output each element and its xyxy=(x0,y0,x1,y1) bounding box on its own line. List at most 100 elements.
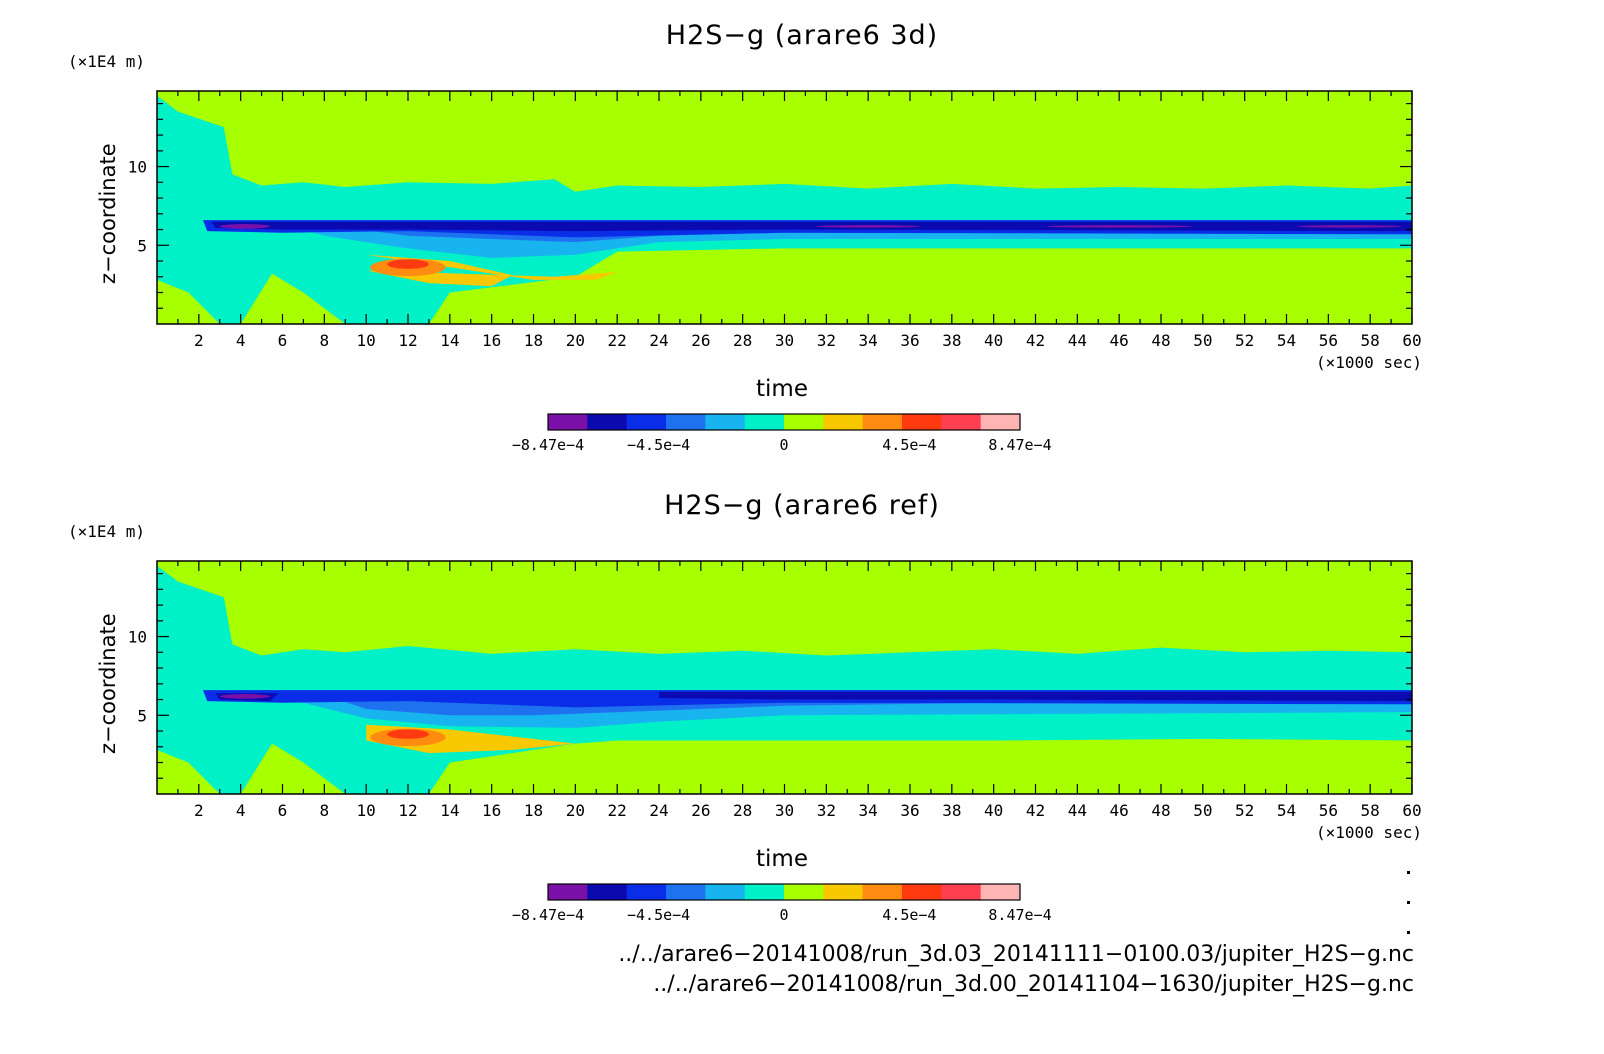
colorbar-swatch xyxy=(548,414,588,430)
heatmap-plot: 2 4 6 8 10 12 14 16 18 20 22 24 26 28 30 32 34 36 38 40 42 44… xyxy=(128,90,1422,454)
x-tick-label: 50 xyxy=(1193,801,1212,820)
x-tick-label: 24 xyxy=(649,801,668,820)
colorbar-label: 0 xyxy=(779,436,788,454)
x-tick-label: 4 xyxy=(236,801,246,820)
marker-dot xyxy=(1407,871,1410,874)
colorbar-swatch xyxy=(784,414,824,430)
colorbar-label: −4.5e−4 xyxy=(627,906,690,924)
x-tick-label: 54 xyxy=(1277,801,1296,820)
purple-core xyxy=(219,224,270,229)
x-tick-label: 44 xyxy=(1068,801,1087,820)
contour-field xyxy=(157,561,1412,794)
x-tick-label: 30 xyxy=(775,331,794,350)
colorbar-swatch xyxy=(823,884,864,900)
x-tick-label: 10 xyxy=(357,801,376,820)
colorbar-swatch xyxy=(941,884,982,900)
heatmap-plot: 2 4 6 8 10 12 14 16 18 20 22 24 26 28 30 32 34 36 38 40 42 44… xyxy=(128,560,1422,924)
red-core xyxy=(387,729,429,739)
x-tick-label: 54 xyxy=(1277,331,1296,350)
x-tick-label: 48 xyxy=(1151,331,1170,350)
colorbar-label: 0 xyxy=(779,906,788,924)
purple-core xyxy=(219,694,270,699)
colorbar-swatch xyxy=(548,884,588,900)
x-tick-label: 60 xyxy=(1402,801,1421,820)
x-tick-label: 58 xyxy=(1361,801,1380,820)
x-tick-label: 32 xyxy=(817,331,836,350)
colorbar-swatch xyxy=(784,884,824,900)
x-tick-label: 14 xyxy=(440,331,459,350)
colorbar-label: −8.47e−4 xyxy=(512,906,584,924)
colorbar-label: 4.5e−4 xyxy=(882,436,936,454)
x-tick-label: 12 xyxy=(398,801,417,820)
x-tick-label: 6 xyxy=(278,801,288,820)
x-tick-label: 52 xyxy=(1235,331,1254,350)
red-core xyxy=(387,259,429,269)
x-tick-label: 20 xyxy=(566,801,585,820)
source-file-2: ../../arare6−20141008/run_3d.00_20141104… xyxy=(653,972,1414,997)
x-tick-label: 50 xyxy=(1193,331,1212,350)
colorbar-swatch xyxy=(666,414,706,430)
x-tick-label: 60 xyxy=(1402,331,1421,350)
colorbar-label: 4.5e−4 xyxy=(882,906,936,924)
x-tick-label: 18 xyxy=(524,801,543,820)
darkblue-band xyxy=(211,221,1412,232)
colorbar-swatch xyxy=(902,884,942,900)
x-tick-label: 14 xyxy=(440,801,459,820)
x-tick-label: 20 xyxy=(566,331,585,350)
x-tick-label: 58 xyxy=(1361,331,1380,350)
colorbar-frame xyxy=(547,413,1021,431)
colorbar-label: 8.47e−4 xyxy=(988,906,1051,924)
colorbar-swatch xyxy=(902,414,942,430)
x-tick-label: 32 xyxy=(817,801,836,820)
x-tick-label: 48 xyxy=(1151,801,1170,820)
x-tick-label: 30 xyxy=(775,801,794,820)
x-tick-label: 6 xyxy=(278,331,288,350)
colorbar-label: 8.47e−4 xyxy=(988,436,1051,454)
colorbar: −8.47e−4 −4.5e−4 0 4.5e−4 8.47e−4 xyxy=(512,883,1052,924)
x-tick-label: 34 xyxy=(859,331,878,350)
x-unit-label: (×1000 sec) xyxy=(1316,823,1422,842)
x-tick-label: 12 xyxy=(398,331,417,350)
colorbar-swatch xyxy=(823,414,864,430)
colorbar-swatch xyxy=(626,414,667,430)
colorbar-swatch xyxy=(862,414,903,430)
x-tick-label: 4 xyxy=(236,331,246,350)
y-tick-label: 5 xyxy=(137,706,147,725)
x-tick-label: 42 xyxy=(1026,801,1045,820)
x-tick-label: 26 xyxy=(691,331,710,350)
x-tick-label: 8 xyxy=(320,801,330,820)
x-tick-label: 16 xyxy=(482,331,501,350)
x-tick-label: 28 xyxy=(733,801,752,820)
x-axis-label: time xyxy=(756,376,808,402)
y-tick-label: 10 xyxy=(128,158,147,177)
x-tick-label: 10 xyxy=(357,331,376,350)
colorbar-swatch xyxy=(941,414,982,430)
x-tick-label: 56 xyxy=(1319,331,1338,350)
colorbar: −8.47e−4 −4.5e−4 0 4.5e−4 8.47e−4 xyxy=(512,413,1052,454)
y-unit-label: (×1E4 m) xyxy=(68,52,146,71)
x-tick-label: 56 xyxy=(1319,801,1338,820)
chart-panel-3d: H2S−g (arare6 3d) (×1E4 m) z−coordinate … xyxy=(0,0,1604,480)
x-tick-label: 34 xyxy=(859,801,878,820)
purple-core xyxy=(1296,225,1402,228)
x-unit-label: (×1000 sec) xyxy=(1316,353,1422,372)
colorbar-swatch xyxy=(626,884,667,900)
x-tick-label: 38 xyxy=(942,331,961,350)
source-file-1: ../../arare6−20141008/run_3d.03_20141111… xyxy=(618,942,1414,967)
contour-field xyxy=(157,91,1412,324)
chart-panel-ref: H2S−g (arare6 ref) (×1E4 m) z−coordinate… xyxy=(0,470,1604,950)
colorbar-swatch xyxy=(705,414,746,430)
x-tick-label: 40 xyxy=(984,801,1003,820)
colorbar-swatch xyxy=(980,414,1021,430)
x-tick-label: 22 xyxy=(608,801,627,820)
colorbar-frame xyxy=(547,883,1021,901)
colorbar-swatch xyxy=(862,884,903,900)
x-tick-label: 16 xyxy=(482,801,501,820)
colorbar-label: −4.5e−4 xyxy=(627,436,690,454)
x-tick-label: 42 xyxy=(1026,331,1045,350)
x-tick-label: 40 xyxy=(984,331,1003,350)
x-tick-label: 2 xyxy=(194,801,204,820)
chart-title: H2S−g (arare6 ref) xyxy=(664,490,940,521)
green-wedge xyxy=(240,273,346,324)
purple-core xyxy=(1045,225,1193,228)
